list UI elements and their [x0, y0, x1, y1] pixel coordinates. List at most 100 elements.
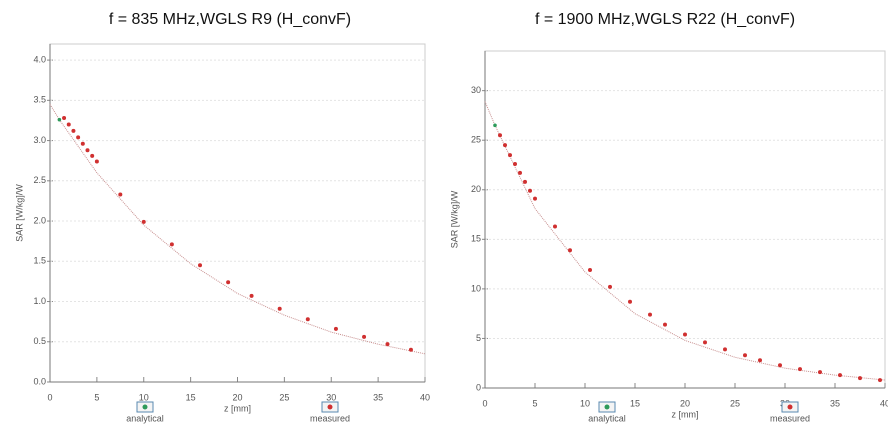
measured-point [568, 248, 572, 253]
y-tick-label: 2.0 [33, 215, 46, 225]
measured-point [408, 347, 413, 352]
legend-swatch [327, 404, 333, 410]
chart: f = 1900 MHz,WGLS R22 (H_convF) 0 5 10 15 20 2… [449, 11, 888, 423]
x-tick-label: 25 [279, 392, 289, 402]
measured-point [878, 378, 882, 383]
x-tick-label: 10 [139, 392, 149, 402]
legend-label: measured [770, 413, 810, 423]
x-tick-label: 10 [580, 398, 590, 408]
y-tick-label: 0 [476, 382, 481, 392]
analytical-point [493, 123, 497, 128]
y-tick-label: 0.0 [33, 376, 46, 386]
measured-point [533, 196, 537, 201]
analytical-point [57, 117, 62, 122]
measured-point [703, 340, 707, 345]
analytical-line [484, 101, 886, 381]
measured-point [385, 342, 390, 347]
measured-point [71, 128, 76, 133]
measured-point [94, 159, 99, 164]
measured-point [648, 312, 652, 317]
x-axis-label: z [mm] [672, 409, 699, 419]
measured-point [118, 192, 123, 197]
measured-point [683, 332, 687, 337]
y-tick-label: 20 [471, 184, 481, 194]
chart: f = 835 MHz,WGLS R9 (H_convF) 0.0 0.5 1.0 1.… [14, 11, 430, 423]
x-tick-label: 0 [482, 398, 487, 408]
x-tick-label: 20 [232, 392, 242, 402]
measured-point [249, 293, 254, 298]
x-tick-label: 40 [420, 392, 430, 402]
y-tick-label: 25 [471, 135, 481, 145]
measured-point [518, 170, 522, 175]
y-tick-label: 3.0 [33, 135, 46, 145]
measured-point [90, 153, 95, 158]
measured-point [277, 306, 282, 311]
y-tick-label: 30 [471, 85, 481, 95]
measured-point [838, 373, 842, 378]
measured-point [226, 280, 231, 285]
y-tick-label: 2.5 [33, 175, 46, 185]
x-tick-label: 5 [532, 398, 537, 408]
measured-point [818, 370, 822, 375]
y-tick-label: 0.5 [33, 336, 46, 346]
x-tick-label: 35 [830, 398, 840, 408]
y-tick-label: 4.0 [33, 54, 46, 64]
measured-point [553, 224, 557, 229]
measured-point [723, 347, 727, 352]
x-tick-label: 0 [47, 392, 52, 402]
y-tick-label: 1.0 [33, 296, 46, 306]
y-tick-label: 5 [476, 333, 481, 343]
chart-title: f = 1900 MHz,WGLS R22 (H_convF) [535, 11, 795, 28]
measured-point [362, 334, 367, 339]
legend-swatch [604, 404, 610, 410]
y-tick-label: 1.5 [33, 256, 46, 266]
measured-point [798, 367, 802, 372]
y-axis-label: SAR [W/kg]/W [14, 184, 24, 242]
measured-point [858, 376, 862, 381]
measured-point [528, 188, 532, 193]
x-tick-label: 30 [326, 392, 336, 402]
measured-point [743, 353, 747, 358]
measured-point [62, 116, 67, 121]
measured-point [498, 133, 502, 138]
measured-point [85, 148, 90, 153]
chart-title: f = 835 MHz,WGLS R9 (H_convF) [109, 11, 351, 28]
measured-point [80, 141, 85, 146]
measured-point [305, 317, 310, 322]
legend-label: analytical [588, 413, 626, 423]
y-axis-label: SAR [W/kg]/W [449, 190, 459, 248]
x-tick-label: 15 [186, 392, 196, 402]
measured-point [758, 358, 762, 363]
y-tick-label: 15 [471, 234, 481, 244]
x-axis-label: z [mm] [224, 403, 251, 413]
measured-point [169, 242, 174, 247]
y-tick-label: 3.5 [33, 95, 46, 105]
measured-point [663, 322, 667, 327]
legend-swatch [142, 404, 148, 410]
measured-point [333, 326, 338, 331]
legend-swatch [787, 404, 793, 410]
x-tick-label: 35 [373, 392, 383, 402]
measured-point [523, 179, 527, 184]
measured-point [503, 143, 507, 148]
measured-point [76, 135, 81, 140]
y-tick-label: 10 [471, 283, 481, 293]
x-tick-label: 25 [730, 398, 740, 408]
measured-point [588, 268, 592, 273]
measured-point [141, 219, 146, 224]
x-tick-label: 40 [880, 398, 888, 408]
x-tick-label: 15 [630, 398, 640, 408]
measured-point [608, 284, 612, 289]
analytical-line [49, 104, 426, 355]
plot-frame [49, 43, 426, 383]
measured-point [778, 363, 782, 368]
legend-label: analytical [126, 413, 164, 423]
measured-point [66, 122, 71, 127]
measured-point [513, 161, 517, 166]
x-tick-label: 20 [680, 398, 690, 408]
measured-point [198, 263, 202, 268]
measured-point [628, 299, 632, 304]
measured-point [508, 153, 512, 158]
plot-frame [484, 50, 886, 389]
